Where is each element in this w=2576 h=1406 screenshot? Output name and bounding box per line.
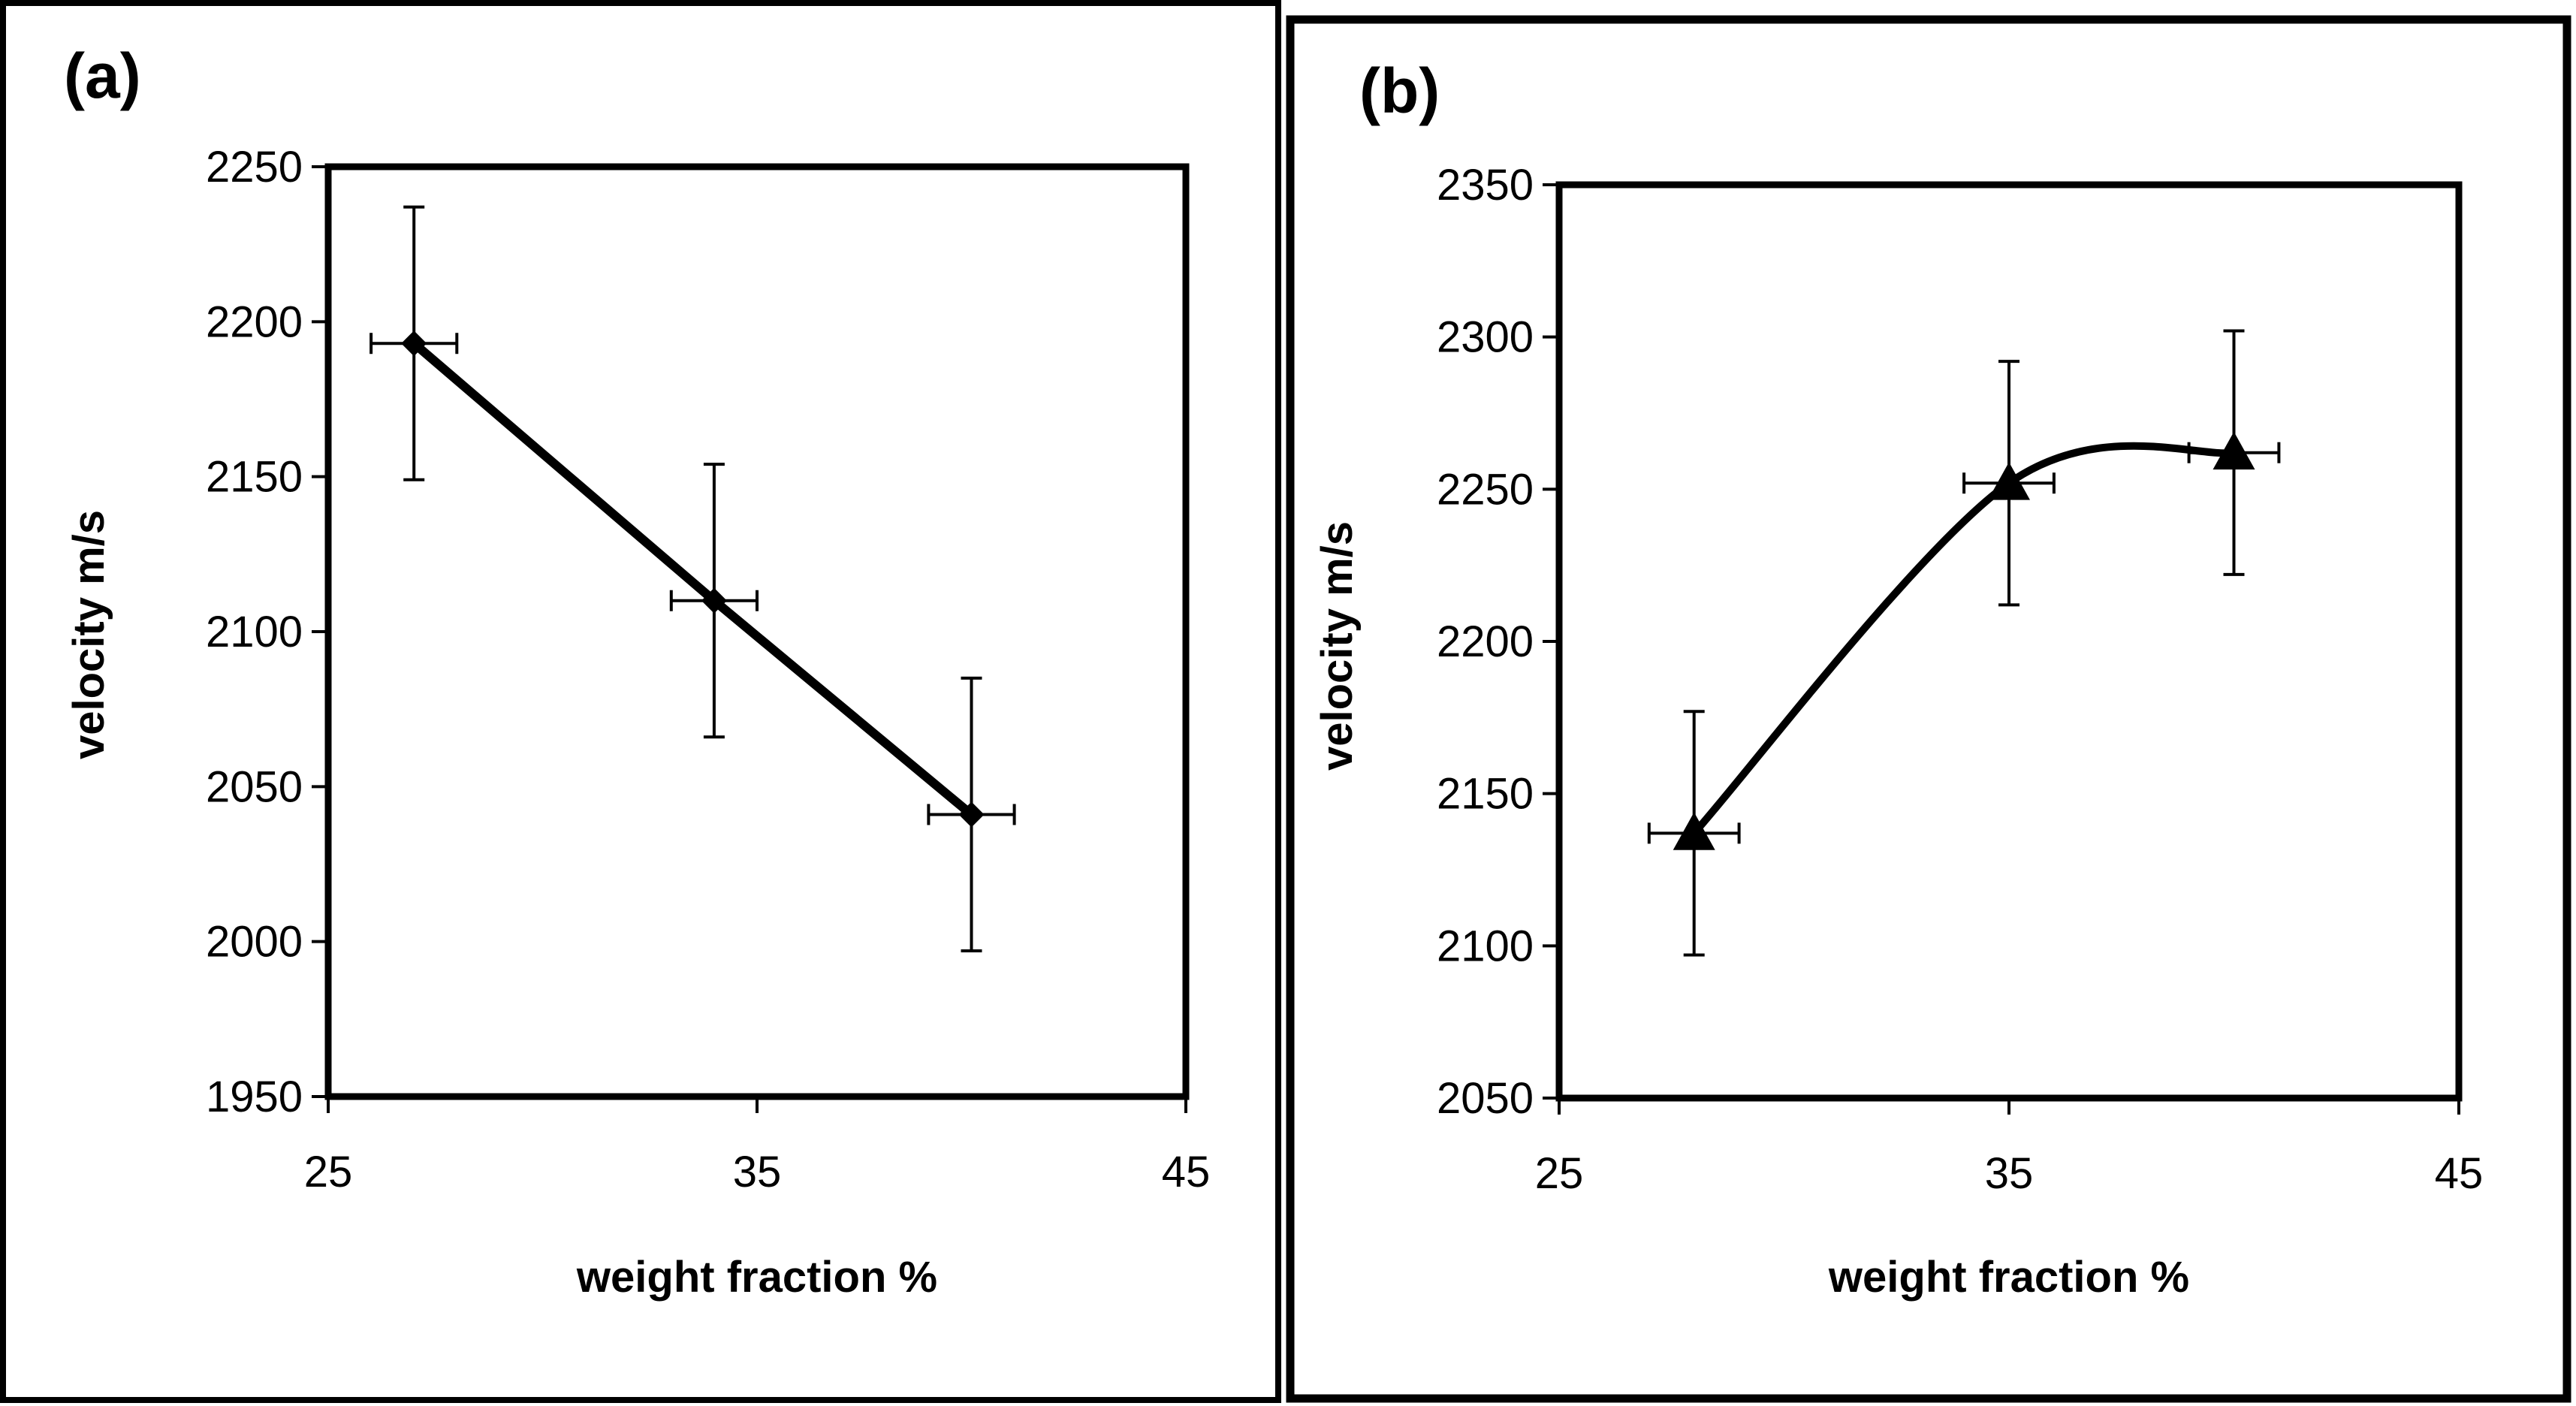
data-point-diamond [958,801,985,828]
data-point-triangle [2213,431,2255,470]
x-tick-label: 35 [733,1148,782,1196]
chart-a-x-ticks: 25 35 45 [304,1097,1211,1196]
chart-b-x-ticks: 25 35 45 [1535,1098,2484,1198]
x-tick-label: 25 [1535,1149,1584,1198]
x-tick-label: 35 [1985,1149,2034,1198]
data-point-triangle [1673,812,1715,850]
panel-b-frame [1286,15,2571,1403]
y-tick-label: 2150 [1437,770,1534,819]
x-tick-label: 45 [1162,1148,1211,1196]
y-tick-label: 2150 [206,453,303,502]
chart-a-markers [401,330,985,828]
chart-a-x-axis-title: weight fraction % [576,1253,937,1302]
chart-b-y-axis-title: velocity m/s [1313,521,1362,771]
y-tick-label: 2000 [206,918,303,967]
panel-a-frame [0,0,1281,1403]
y-tick-label: 2300 [1437,313,1534,362]
chart-b-series-line [1690,442,2238,837]
y-tick-label: 2350 [1437,161,1534,210]
chart-b-markers [1673,431,2255,850]
x-tick-label: 25 [304,1148,353,1196]
chart-b-y-ticks: 2050 2100 2150 2200 2250 2300 2350 [1437,161,1559,1123]
y-tick-label: 2100 [1437,922,1534,970]
chart-a-series-line [409,339,976,819]
chart-b-error-bars [1647,329,2281,957]
y-tick-label: 2200 [1437,617,1534,666]
chart-b-plot-area [1555,181,2463,1102]
x-tick-label: 45 [2435,1149,2484,1198]
y-tick-label: 2250 [1437,465,1534,514]
y-tick-label: 2200 [206,297,303,346]
y-tick-label: 2250 [206,143,303,192]
data-point-diamond [401,330,427,357]
panel-a-label: (a) [64,41,141,111]
y-tick-label: 2050 [1437,1074,1534,1123]
chart-a-y-ticks: 1950 2000 2050 2100 2150 2200 2250 [206,143,328,1121]
panel-b-label: (b) [1359,56,1440,126]
y-tick-label: 2100 [206,608,303,656]
data-point-diamond [701,587,727,614]
chart-a-y-axis-title: velocity m/s [65,510,113,759]
y-tick-label: 2050 [206,762,303,811]
y-tick-label: 1950 [206,1073,303,1121]
chart-b-x-axis-title: weight fraction % [1828,1253,2189,1302]
data-point-triangle [1988,462,2030,500]
